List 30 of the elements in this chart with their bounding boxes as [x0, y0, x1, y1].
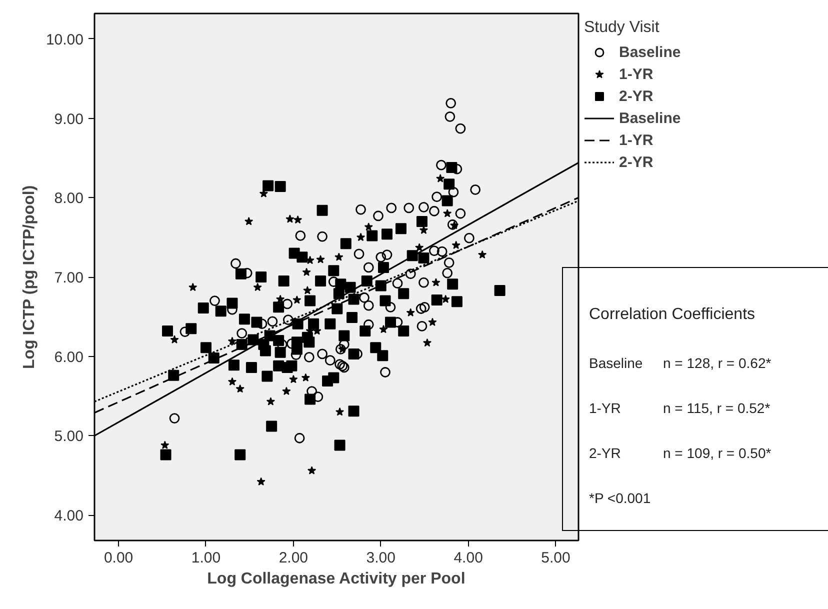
text: n = 115, r = 0.52*	[663, 399, 770, 418]
legend-title: Study Visit	[584, 19, 660, 37]
text: *P <0.001	[589, 489, 651, 508]
text: 1-YR	[589, 399, 621, 418]
x-tick-label: 4.00	[454, 550, 483, 566]
y-tick-label: 8.00	[54, 190, 84, 208]
legend-label: Baseline	[619, 44, 681, 60]
y-tick-label: 6.00	[54, 348, 84, 366]
legend-label: 2-YR	[619, 154, 654, 170]
y-tick-label: 10.00	[46, 31, 84, 48]
y-tick-label: 4.00	[54, 508, 84, 525]
text: Baseline	[589, 354, 643, 373]
y-tick-label: 5.00	[54, 428, 84, 446]
x-axis-title: Log Collagenase Activity per Pool	[207, 570, 466, 588]
legend-label: 1-YR	[619, 66, 654, 82]
text: n = 109, r = 0.50*	[663, 444, 772, 463]
x-tick-label: 5.00	[541, 550, 570, 566]
y-tick-label: 7.00	[54, 270, 84, 286]
text: n = 128, r = 0.62*	[663, 354, 772, 373]
legend-label: Baseline	[619, 110, 681, 126]
y-tick-label: 9.00	[54, 110, 84, 128]
x-tick-label: 0.00	[104, 550, 134, 566]
x-tick-label: 1.00	[191, 550, 221, 566]
x-tick-label: 3.00	[366, 550, 396, 566]
text: Correlation Coefficients	[589, 305, 756, 325]
y-axis-title: Log ICTP (pg ICTP/pool)	[20, 185, 38, 369]
text: 2-YR	[589, 444, 621, 463]
legend-label: 1-YR	[619, 132, 654, 148]
x-tick-label: 2.00	[278, 550, 308, 566]
legend-label: 2-YR	[619, 88, 654, 104]
